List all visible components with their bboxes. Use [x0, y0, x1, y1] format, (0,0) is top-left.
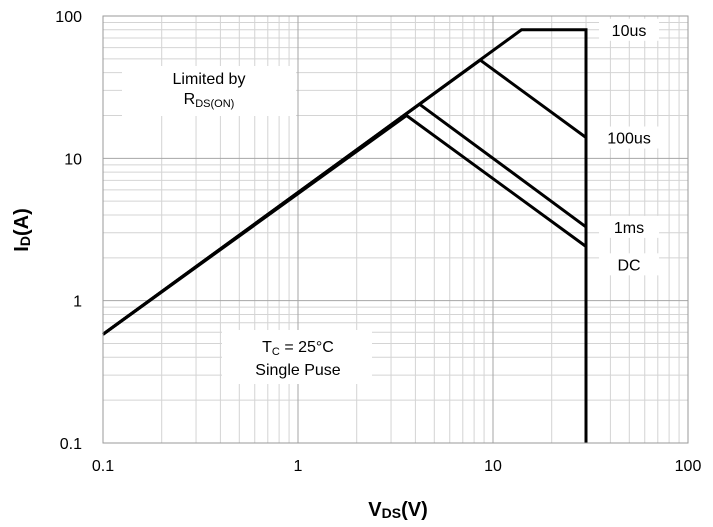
annotation-test-conditions-bg	[222, 330, 372, 384]
y-tick-labels: 100 10 1 0.1	[55, 9, 82, 453]
x-tick-label: 1	[294, 458, 303, 475]
x-tick-label: 100	[675, 458, 702, 475]
series-line-DC	[102, 113, 587, 336]
series-label-1ms: 1ms	[614, 220, 644, 237]
y-tick-label: 1	[73, 294, 82, 311]
x-tick-labels: 0.1 1 10 100	[92, 458, 702, 475]
x-axis-title: VDS(V)	[368, 499, 427, 521]
annotation-test-conditions: TC = 25°C Single Puse	[222, 330, 372, 384]
limited-by-text: Limited by	[173, 71, 246, 88]
x-tick-label: 0.1	[92, 458, 114, 475]
annotation-limited-by: Limited by RDS(ON)	[122, 66, 296, 116]
annotation-limited-by-bg	[122, 66, 296, 116]
series-labels: 10us 100us 1ms DC	[607, 23, 651, 275]
single-pulse-text: Single Puse	[255, 362, 340, 379]
y-tick-label: 0.1	[60, 436, 82, 453]
y-axis-title: ID(A)	[11, 208, 33, 251]
series-label-bg-DC	[599, 253, 660, 276]
series-label-100us: 100us	[607, 131, 651, 148]
y-tick-label: 100	[55, 9, 82, 26]
y-tick-label: 10	[64, 151, 82, 168]
series-label-bg-100us	[599, 126, 660, 149]
plot-border	[102, 15, 689, 444]
series-label-backgrounds	[599, 18, 660, 276]
series-lines	[102, 28, 588, 443]
series-line-1ms	[102, 102, 587, 336]
rdson-label: RDS(ON)	[184, 91, 235, 110]
series-label-bg-10us	[599, 18, 660, 41]
series-label-10us: 10us	[612, 23, 647, 40]
tc-text: TC = 25°C	[262, 339, 334, 358]
major-gridlines	[103, 16, 688, 443]
x-tick-label: 10	[484, 458, 502, 475]
series-label-bg-1ms	[599, 215, 660, 238]
series-label-DC: DC	[617, 257, 640, 274]
